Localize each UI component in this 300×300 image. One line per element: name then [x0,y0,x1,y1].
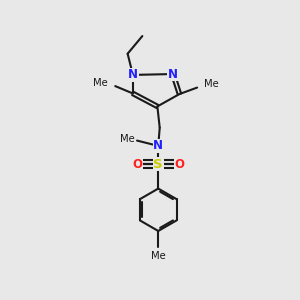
Text: Me: Me [151,251,166,261]
Text: N: N [168,68,178,80]
Text: N: N [128,68,138,81]
Text: S: S [153,158,163,171]
Text: N: N [153,140,163,152]
Text: O: O [174,158,184,171]
Text: Me: Me [205,79,219,89]
Text: Me: Me [120,134,135,144]
Text: Me: Me [93,78,108,88]
Text: O: O [132,158,142,171]
